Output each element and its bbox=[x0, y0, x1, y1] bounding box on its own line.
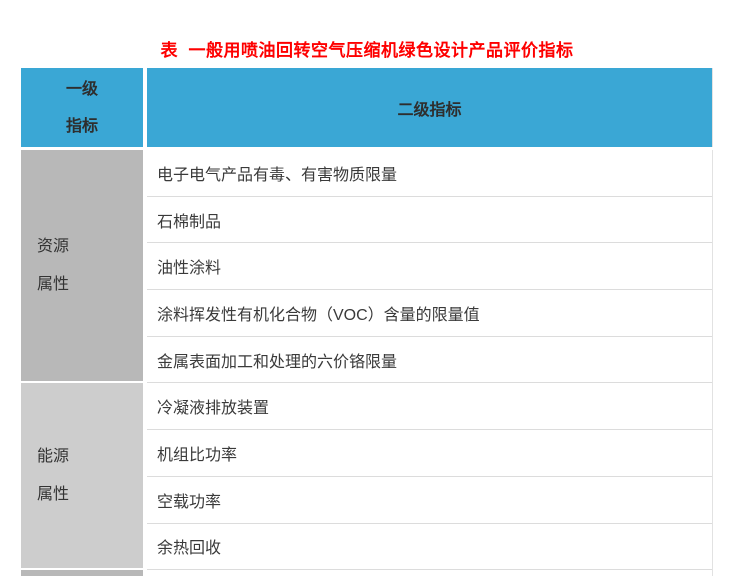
table-title: 表 一般用喷油回转空气压缩机绿色设计产品评价指标 bbox=[160, 41, 574, 60]
table-header-row: 一级 指标 二级指标 bbox=[21, 68, 713, 147]
group-resource-line1: 资源 bbox=[37, 237, 70, 255]
group-next-clipped bbox=[21, 570, 713, 576]
header-level1-line2: 指标 bbox=[65, 117, 98, 135]
table-row: 机组比功率 bbox=[147, 430, 712, 477]
energy-rows: 冷凝液排放装置 机组比功率 空载功率 余热回收 bbox=[147, 383, 713, 571]
evaluation-indicator-table: 一级 指标 二级指标 资源 属性 电子电气产品有毒、有害物质限量 石棉制品 油性… bbox=[21, 68, 713, 576]
group-label-next-partial bbox=[21, 570, 143, 576]
resource-rows: 电子电气产品有毒、有害物质限量 石棉制品 油性涂料 涂料挥发性有机化合物（VOC… bbox=[147, 150, 713, 384]
table-body: 资源 属性 电子电气产品有毒、有害物质限量 石棉制品 油性涂料 涂料挥发性有机化… bbox=[21, 150, 713, 576]
group-label-resource: 资源 属性 bbox=[21, 150, 143, 382]
table-row: 金属表面加工和处理的六价铬限量 bbox=[147, 336, 712, 384]
table-row: 电子电气产品有毒、有害物质限量 bbox=[147, 150, 712, 197]
group-energy-attributes: 能源 属性 冷凝液排放装置 机组比功率 空载功率 余热回收 bbox=[21, 383, 713, 571]
header-cell-level2: 二级指标 bbox=[147, 68, 713, 147]
table-row: 涂料挥发性有机化合物（VOC）含量的限量值 bbox=[147, 290, 712, 337]
table-row: 冷凝液排放装置 bbox=[147, 383, 712, 431]
table-row: 余热回收 bbox=[147, 523, 712, 571]
group-resource-attributes: 资源 属性 电子电气产品有毒、有害物质限量 石棉制品 油性涂料 涂料挥发性有机化… bbox=[21, 150, 713, 384]
group-energy-line2: 属性 bbox=[37, 485, 70, 503]
table-row: 石棉制品 bbox=[147, 196, 712, 244]
group-energy-line1: 能源 bbox=[37, 447, 70, 465]
table-row: 空载功率 bbox=[147, 476, 712, 524]
group-label-energy: 能源 属性 bbox=[21, 383, 143, 569]
header-level1-line1: 一级 bbox=[65, 80, 98, 98]
next-rows-partial bbox=[147, 570, 713, 576]
group-resource-line2: 属性 bbox=[37, 275, 70, 293]
table-row: 油性涂料 bbox=[147, 243, 712, 291]
header-cell-level1: 一级 指标 bbox=[21, 68, 143, 147]
